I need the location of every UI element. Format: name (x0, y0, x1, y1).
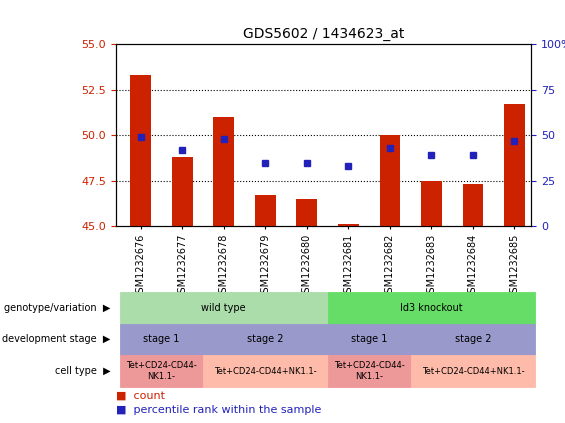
Text: Tet+CD24-CD44+NK1.1-: Tet+CD24-CD44+NK1.1- (421, 367, 524, 376)
Text: ■  count: ■ count (116, 391, 165, 401)
Text: stage 1: stage 1 (144, 335, 180, 344)
Text: Tet+CD24-CD44-
NK1.1-: Tet+CD24-CD44- NK1.1- (334, 362, 405, 381)
Text: ■  percentile rank within the sample: ■ percentile rank within the sample (116, 405, 321, 415)
Bar (172, 157, 193, 226)
Bar (380, 135, 400, 226)
Text: cell type  ▶: cell type ▶ (55, 366, 110, 376)
Bar (338, 225, 359, 226)
Text: wild type: wild type (202, 303, 246, 313)
Text: Tet+CD24-CD44+NK1.1-: Tet+CD24-CD44+NK1.1- (214, 367, 316, 376)
Bar (255, 195, 276, 226)
Bar (463, 184, 483, 226)
Text: stage 2: stage 2 (455, 335, 491, 344)
Bar (421, 181, 442, 226)
Bar (504, 104, 525, 226)
Text: development stage  ▶: development stage ▶ (2, 335, 110, 344)
Bar (214, 117, 234, 226)
Title: GDS5602 / 1434623_at: GDS5602 / 1434623_at (243, 27, 404, 41)
Text: Id3 knockout: Id3 knockout (400, 303, 463, 313)
Text: stage 2: stage 2 (247, 335, 284, 344)
Text: stage 1: stage 1 (351, 335, 388, 344)
Text: Tet+CD24-CD44-
NK1.1-: Tet+CD24-CD44- NK1.1- (126, 362, 197, 381)
Bar (131, 75, 151, 226)
Bar (297, 199, 317, 226)
Text: genotype/variation  ▶: genotype/variation ▶ (4, 303, 110, 313)
